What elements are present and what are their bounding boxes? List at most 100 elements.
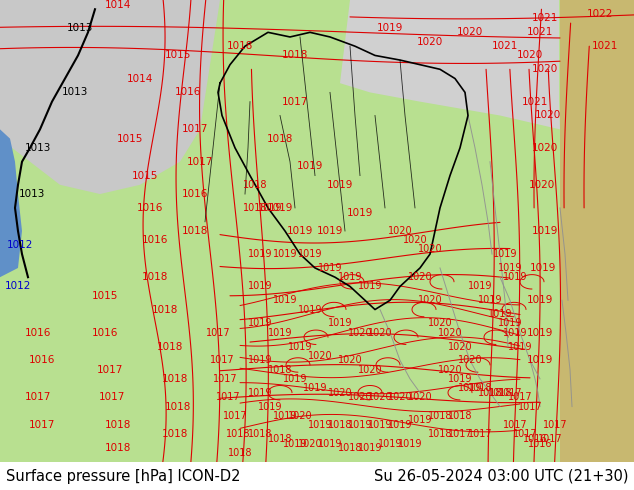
Text: 1020: 1020	[532, 143, 558, 153]
Text: 1020: 1020	[368, 328, 392, 338]
Text: 1019: 1019	[527, 355, 553, 366]
Text: 1019: 1019	[303, 383, 327, 393]
Text: 1017: 1017	[281, 97, 308, 107]
Text: 1019: 1019	[398, 439, 422, 448]
Text: 1020: 1020	[535, 111, 561, 121]
Text: 1018: 1018	[162, 429, 188, 439]
Text: 1020: 1020	[408, 272, 432, 282]
Text: 1017: 1017	[543, 420, 567, 430]
Text: 1019: 1019	[318, 263, 342, 273]
Text: 1020: 1020	[457, 27, 483, 37]
Text: 1018: 1018	[152, 305, 178, 315]
Text: 1012: 1012	[5, 281, 31, 292]
Text: 1019: 1019	[297, 161, 323, 172]
Text: 1016: 1016	[29, 355, 55, 366]
Text: 1020: 1020	[437, 328, 462, 338]
Text: 1019: 1019	[283, 374, 307, 384]
Text: 1020: 1020	[437, 365, 462, 374]
Text: 1020: 1020	[328, 388, 353, 398]
Text: 1019: 1019	[248, 388, 272, 398]
Text: 1020: 1020	[517, 50, 543, 60]
Text: 1016: 1016	[92, 328, 118, 338]
Text: 1019: 1019	[328, 318, 353, 328]
Text: 1020: 1020	[358, 365, 382, 374]
Text: 1020: 1020	[347, 328, 372, 338]
Text: 1020: 1020	[529, 180, 555, 190]
Text: 1019: 1019	[258, 402, 282, 412]
Polygon shape	[0, 129, 22, 277]
Text: 1020: 1020	[448, 342, 472, 351]
Text: 1019: 1019	[368, 420, 392, 430]
Text: 1018: 1018	[243, 180, 268, 190]
Text: 1018: 1018	[281, 50, 308, 60]
Text: 1021: 1021	[522, 97, 548, 107]
Text: 1019: 1019	[530, 263, 556, 273]
Text: 1015: 1015	[117, 134, 143, 144]
Polygon shape	[0, 0, 220, 194]
Text: 1019: 1019	[258, 203, 282, 213]
Text: 1019: 1019	[378, 439, 402, 448]
Text: 1022: 1022	[587, 9, 613, 19]
Text: 1016: 1016	[137, 203, 163, 213]
Text: 1018: 1018	[243, 203, 268, 213]
Text: 1018: 1018	[428, 411, 452, 421]
Text: 1018: 1018	[248, 429, 272, 439]
Text: 1014: 1014	[105, 0, 131, 10]
Text: 1019: 1019	[248, 318, 272, 328]
Text: 1018: 1018	[328, 420, 353, 430]
Text: 1016: 1016	[523, 434, 547, 444]
Text: 1020: 1020	[368, 392, 392, 402]
Text: 1018: 1018	[448, 411, 472, 421]
Text: 1020: 1020	[417, 37, 443, 47]
Text: 1016: 1016	[142, 235, 168, 245]
Text: 1021: 1021	[492, 41, 518, 51]
Text: 1019: 1019	[377, 23, 403, 33]
Text: 1020: 1020	[408, 392, 432, 402]
Bar	[560, 0, 634, 462]
Text: 1019: 1019	[298, 249, 322, 259]
Text: 1017: 1017	[513, 429, 537, 439]
Text: 1019: 1019	[307, 420, 332, 430]
Text: 1018: 1018	[227, 41, 253, 51]
Text: 1019: 1019	[498, 318, 522, 328]
Text: 1020: 1020	[418, 295, 443, 305]
Text: 1019: 1019	[478, 295, 502, 305]
Text: 1019: 1019	[388, 420, 412, 430]
Text: 1020: 1020	[418, 245, 443, 254]
Text: 1017: 1017	[216, 392, 240, 402]
Text: 1019: 1019	[287, 226, 313, 236]
Text: 1018: 1018	[165, 402, 191, 412]
Text: 1019: 1019	[468, 281, 492, 292]
Text: 1019: 1019	[458, 383, 482, 393]
Text: 1018: 1018	[142, 272, 168, 282]
Text: 1018: 1018	[268, 365, 292, 374]
Text: 1016: 1016	[25, 328, 51, 338]
Text: 1021: 1021	[527, 27, 553, 37]
Text: Surface pressure [hPa] ICON-D2: Surface pressure [hPa] ICON-D2	[6, 468, 240, 484]
Text: 1020: 1020	[532, 64, 558, 74]
Text: 1017: 1017	[25, 392, 51, 402]
Text: 1017: 1017	[518, 402, 542, 412]
Text: 1019: 1019	[248, 281, 272, 292]
Text: 1019: 1019	[273, 295, 297, 305]
Text: 1019: 1019	[317, 226, 343, 236]
Text: 1019: 1019	[348, 420, 372, 430]
Text: 1013: 1013	[25, 143, 51, 153]
Text: 1018: 1018	[228, 448, 252, 458]
Text: 1020: 1020	[347, 392, 372, 402]
Text: 1019: 1019	[347, 208, 373, 218]
Text: 1019: 1019	[408, 416, 432, 425]
Text: 1020: 1020	[428, 318, 452, 328]
Text: 1014: 1014	[127, 74, 153, 83]
Text: 1017: 1017	[29, 420, 55, 430]
Text: 1018: 1018	[182, 226, 208, 236]
Text: 1017: 1017	[97, 365, 123, 374]
Text: 1019: 1019	[527, 295, 553, 305]
Text: 1019: 1019	[503, 272, 527, 282]
Text: 1017: 1017	[212, 374, 237, 384]
Text: 1016: 1016	[527, 439, 552, 448]
Text: 1018: 1018	[268, 434, 292, 444]
Ellipse shape	[1, 163, 15, 188]
Text: 1018: 1018	[468, 383, 492, 393]
Text: 1020: 1020	[387, 226, 412, 236]
